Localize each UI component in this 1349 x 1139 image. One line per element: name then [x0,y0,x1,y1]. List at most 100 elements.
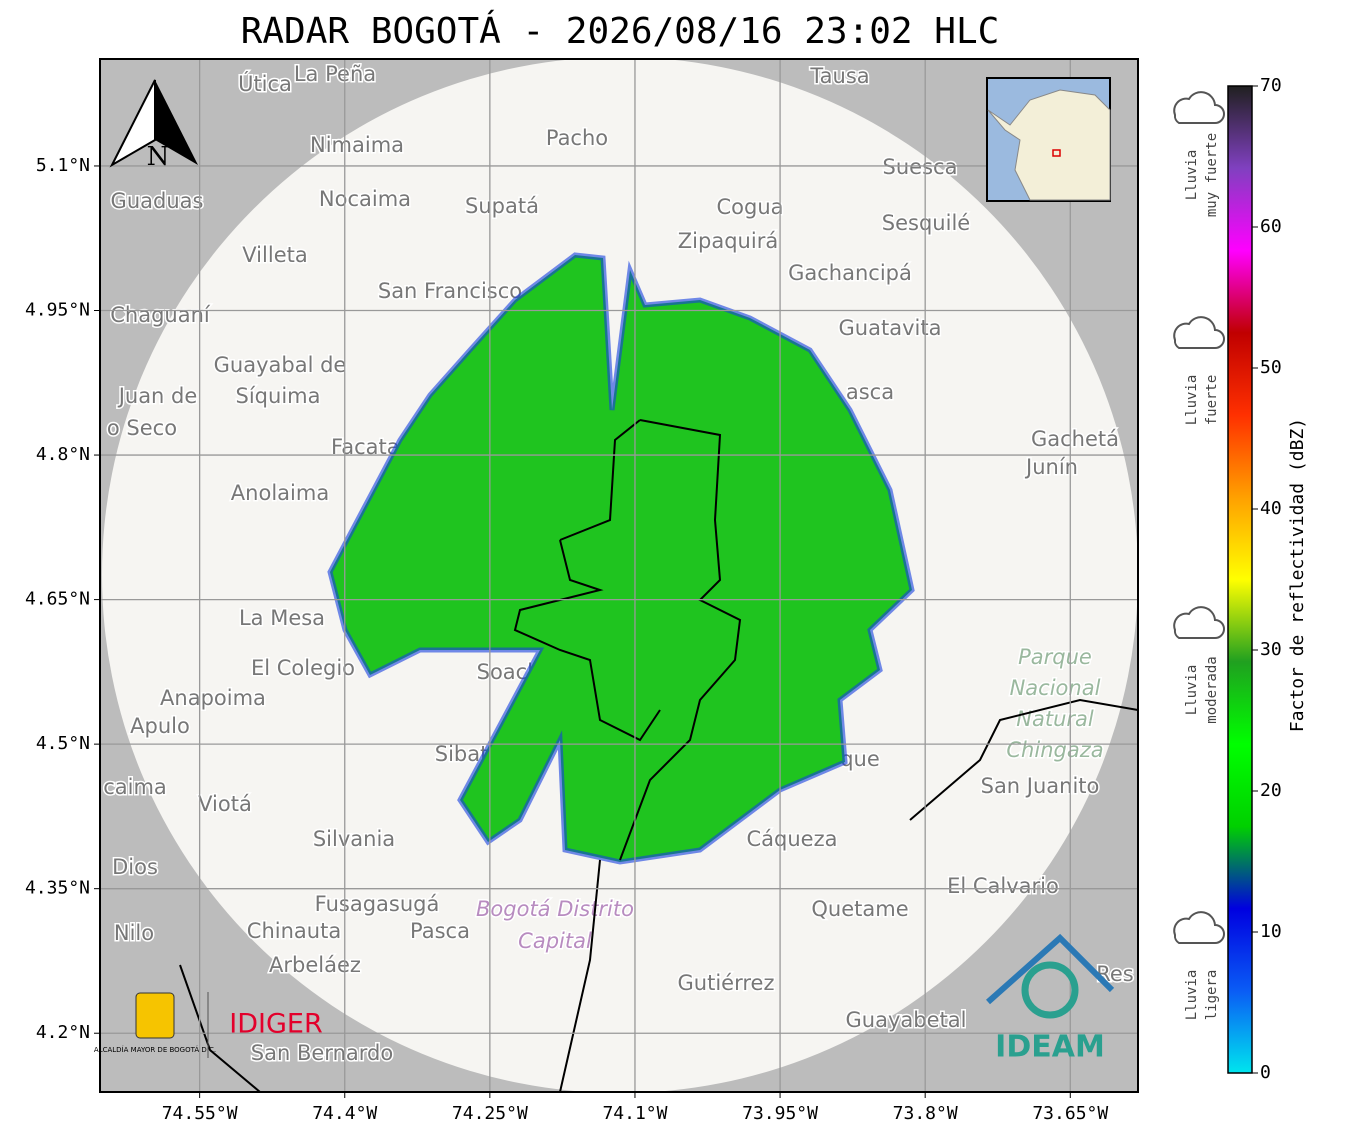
place-label: Guatavita [839,316,942,340]
weather-icon [1173,911,1225,944]
place-label: asca [846,380,894,404]
park-label: Parque [1018,645,1092,669]
x-tick-label: 73.65°W [1032,1103,1108,1124]
idiger-logo: IDIGER [229,1009,322,1040]
colorbar-tick-label: 30 [1260,639,1282,660]
map-area: Útica La Peña Tausa Pacho Nimaima Guaduas Noca… [100,59,1138,1092]
place-label: Anapoima [160,686,266,710]
place-label: Fusagasugá [315,892,440,916]
place-label: Zipaquirá [678,229,778,253]
place-label: Síquima [236,384,321,408]
place-label: La Peña [294,62,376,86]
place-label: Juan de [117,384,198,408]
place-label: Apulo [130,714,190,738]
x-tick-label: 73.8°W [893,1103,958,1124]
place-label: Gachetá [1031,427,1119,451]
place-label: Útica [238,71,292,96]
colorbar-tick-label: 40 [1260,498,1282,519]
colorbar [1227,85,1253,1074]
y-tick-label: 5.1°N [36,155,90,176]
place-label: Anolaima [231,481,329,505]
intensity-label: ligera [1204,970,1220,1021]
place-label: Nocaima [319,187,411,211]
map-frame [99,58,1139,1093]
place-label: Nilo [114,921,154,945]
weather-icon [1173,606,1225,639]
place-label: San Juanito [981,774,1100,798]
y-tick-label: 4.65°N [25,589,90,610]
place-label: Quetame [811,897,908,921]
place-label: Res [1096,962,1134,986]
place-label: caima [103,775,167,799]
place-label: Dios [112,855,158,879]
park-label: Nacional [1010,676,1101,700]
y-tick-label: 4.95°N [25,300,90,321]
intensity-label: fuerte [1204,375,1220,426]
place-label: Chinauta [247,919,341,943]
intensity-label: muy fuerte [1204,133,1220,217]
x-tick-label: 73.95°W [742,1103,818,1124]
weather-icon [1173,316,1225,349]
place-label: Gutiérrez [678,971,775,995]
boundaries [179,419,1138,1092]
place-label: Pacho [546,126,608,150]
place-label: Cogua [716,195,783,219]
ideam-text: IDEAM [995,1030,1105,1065]
intensity-label: moderada [1204,656,1220,723]
radar-echo [327,252,915,865]
place-label: Viotá [198,792,252,816]
y-tick-label: 4.8°N [36,444,90,465]
colorbar-tick-label: 10 [1260,921,1282,942]
district-label: Bogotá Distrito [476,897,634,921]
place-label: San Francisco [378,279,522,303]
y-tick-label: 4.5°N [36,733,90,754]
place-label: Supatá [465,194,539,218]
north-label: N [147,142,170,172]
place-label: o Seco [107,416,177,440]
colorbar-label: Factor de reflectividad (dBZ) [1287,418,1308,732]
alcaldia-logo: ALCALDÍA MAYOR DE BOGOTÁ D.C. [94,992,216,1054]
place-label: Tausa [809,64,869,88]
inset-map [986,77,1111,202]
place-label: Nimaima [310,133,404,157]
place-label: Guayabetal [846,1008,967,1032]
intensity-label: Lluvia [1184,150,1200,201]
place-label: Silvania [313,827,395,851]
place-label: Suesca [883,155,958,179]
colorbar-tick-label: 0 [1260,1062,1271,1083]
intensity-label: Lluvia [1184,375,1200,426]
y-tick-label: 4.2°N [36,1022,90,1043]
weather-icon [1173,91,1225,124]
park-label: Natural [1016,707,1094,731]
place-label: Guayabal de [214,353,347,377]
park-label: Chingaza [1006,738,1103,762]
place-label: Pasca [410,919,470,943]
y-tick-label: 4.35°N [25,878,90,899]
place-label: Villeta [242,243,307,267]
place-label: San Bernardo [251,1041,393,1065]
intensity-label: Lluvia [1184,970,1200,1021]
place-label: Arbeláez [269,953,361,977]
title: RADAR BOGOTÁ - 2026/08/16 23:02 HLC [241,10,1000,52]
x-tick-label: 74.55°W [162,1103,238,1124]
intensity-label: Lluvia [1184,665,1200,716]
alcaldia-text: ALCALDÍA MAYOR DE BOGOTÁ D.C. [94,1045,216,1054]
place-label: Gachancipá [788,261,912,285]
place-label: El Colegio [251,656,355,680]
colorbar-tick-label: 50 [1260,357,1282,378]
colorbar-tick-label: 20 [1260,780,1282,801]
place-label: La Mesa [239,606,325,630]
place-label: El Calvario [947,874,1059,898]
colorbar-tick-label: 70 [1260,75,1282,96]
north-arrow: N [109,79,198,172]
district-label: Capital [518,929,592,953]
x-tick-label: 74.25°W [452,1103,528,1124]
x-tick-label: 74.4°W [312,1103,377,1124]
place-label: Sesquilé [882,211,970,235]
place-label: Chaguaní [110,303,211,327]
place-label: Guaduas [111,189,204,213]
x-tick-label: 74.1°W [602,1103,667,1124]
ideam-logo: IDEAM [986,933,1115,1065]
colorbar-tick-label: 60 [1260,216,1282,237]
